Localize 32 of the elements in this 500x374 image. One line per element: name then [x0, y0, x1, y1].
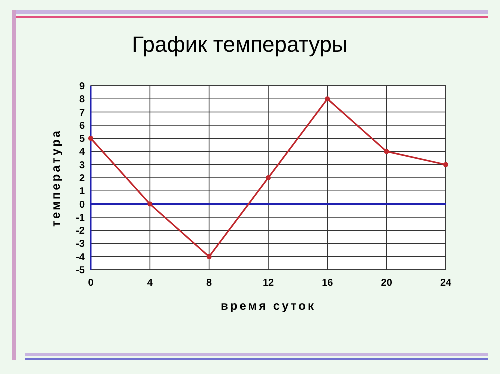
- x-tick-label: 12: [262, 278, 274, 289]
- y-tick-label: 1: [79, 186, 86, 198]
- y-tick-label: 5: [79, 134, 86, 146]
- x-tick-label: 8: [206, 278, 213, 289]
- point: [148, 202, 153, 207]
- y-tick-label: -4: [76, 252, 86, 264]
- point: [206, 254, 212, 260]
- x-tick-label: 16: [322, 278, 334, 289]
- y-tick-label: 3: [79, 160, 86, 172]
- point: [384, 149, 390, 154]
- y-tick-label: -1: [76, 212, 86, 224]
- x-tick-label: 0: [88, 278, 94, 289]
- y-tick-label: 8: [79, 94, 86, 106]
- point: [444, 162, 448, 168]
- point: [325, 96, 330, 102]
- y-axis-title: температура: [49, 129, 63, 227]
- y-tick-label: 7: [79, 108, 86, 119]
- y-tick-label: 2: [79, 174, 86, 184]
- point: [266, 176, 271, 180]
- x-tick-label: 20: [381, 278, 393, 289]
- y-tick-label: 4: [79, 147, 86, 158]
- y-tick-label: -3: [76, 239, 86, 250]
- y-tick-label: -2: [76, 226, 86, 238]
- x-tick-label: 4: [147, 278, 154, 289]
- x-axis-title: время суток: [221, 299, 316, 313]
- point: [88, 136, 94, 142]
- y-tick-label: -5: [76, 266, 86, 276]
- chart-title: График температуры: [132, 32, 348, 57]
- x-tick-label: 24: [440, 278, 452, 289]
- y-tick-label: 6: [79, 120, 86, 132]
- y-tick-label: 9: [79, 82, 86, 92]
- y-tick-label: 0: [79, 200, 86, 211]
